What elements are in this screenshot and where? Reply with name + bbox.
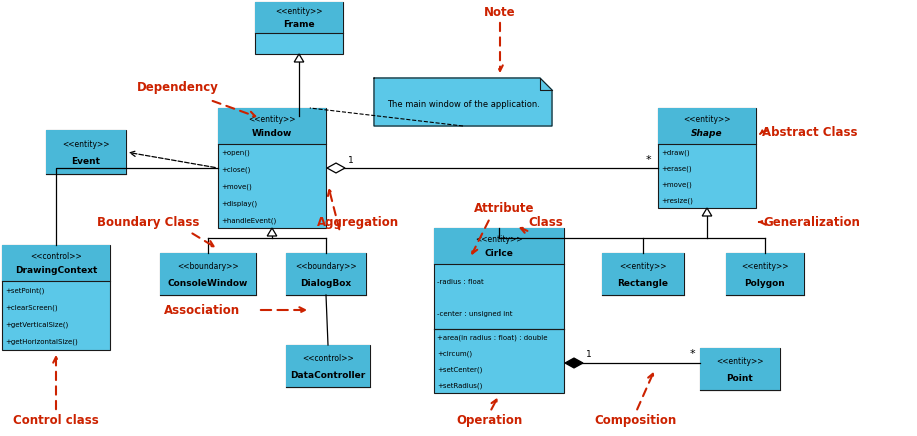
Text: +getVerticalSize(): +getVerticalSize() <box>5 322 68 328</box>
Text: <<entity>>: <<entity>> <box>683 115 731 124</box>
Text: +area(in radius : float) : double: +area(in radius : float) : double <box>437 334 547 341</box>
Text: +erase(): +erase() <box>661 166 691 172</box>
Polygon shape <box>327 163 345 173</box>
Text: Note: Note <box>484 6 515 18</box>
Text: Point: Point <box>726 374 754 383</box>
Text: <<control>>: <<control>> <box>302 354 354 363</box>
Bar <box>46 130 126 174</box>
Polygon shape <box>267 228 277 236</box>
Text: <<entity>>: <<entity>> <box>716 357 764 366</box>
Bar <box>286 253 366 295</box>
Text: *: * <box>690 349 696 359</box>
Text: Dependency: Dependency <box>137 82 219 95</box>
Polygon shape <box>374 78 552 126</box>
Text: +resize(): +resize() <box>661 198 693 204</box>
Text: +getHorizontalSize(): +getHorizontalSize() <box>5 339 78 345</box>
Bar <box>2 245 110 350</box>
Bar <box>286 345 370 387</box>
Text: +clearScreen(): +clearScreen() <box>5 304 58 311</box>
Bar <box>602 253 684 295</box>
Text: <<entity>>: <<entity>> <box>275 7 323 17</box>
Text: <<entity>>: <<entity>> <box>475 235 523 244</box>
Text: Shape: Shape <box>691 129 723 138</box>
Text: <<entity>>: <<entity>> <box>619 262 667 271</box>
Bar <box>286 253 366 295</box>
Bar <box>160 253 256 295</box>
Bar <box>658 108 756 144</box>
Text: Boundary Class: Boundary Class <box>97 215 199 228</box>
Text: <<boundary>>: <<boundary>> <box>295 262 357 271</box>
Text: +handleEvent(): +handleEvent() <box>221 217 276 224</box>
Text: DialogBox: DialogBox <box>301 279 351 288</box>
Text: +circum(): +circum() <box>437 350 472 357</box>
Text: *: * <box>646 155 652 165</box>
Bar <box>2 245 110 281</box>
Bar <box>726 253 804 295</box>
Text: Attribute: Attribute <box>474 201 535 215</box>
Text: Composition: Composition <box>595 413 677 426</box>
Text: 1: 1 <box>348 156 354 165</box>
Bar <box>255 2 343 54</box>
Bar <box>726 253 804 295</box>
Bar <box>255 2 343 33</box>
Text: Frame: Frame <box>283 20 315 29</box>
Text: Aggregation: Aggregation <box>317 215 399 228</box>
Bar <box>218 108 326 228</box>
Bar <box>286 345 370 387</box>
Bar <box>160 253 256 295</box>
Text: +setPoint(): +setPoint() <box>5 287 44 294</box>
Text: +move(): +move() <box>221 184 252 190</box>
Text: -radius : float: -radius : float <box>437 279 484 285</box>
Polygon shape <box>294 54 304 62</box>
Text: DataController: DataController <box>291 371 366 380</box>
Text: +setRadius(): +setRadius() <box>437 382 482 389</box>
Text: <<entity>>: <<entity>> <box>62 140 110 149</box>
Text: +draw(): +draw() <box>661 150 690 156</box>
Text: Operation: Operation <box>457 413 523 426</box>
Text: <<control>>: <<control>> <box>30 252 82 261</box>
Polygon shape <box>702 208 712 216</box>
Text: 1: 1 <box>586 350 591 359</box>
Text: +display(): +display() <box>221 201 257 207</box>
Text: ConsoleWindow: ConsoleWindow <box>168 279 249 288</box>
Text: Abstract Class: Abstract Class <box>762 126 857 139</box>
Bar <box>434 228 564 264</box>
Bar <box>218 108 326 144</box>
Text: Generalization: Generalization <box>764 215 860 228</box>
Bar <box>602 253 684 295</box>
Text: DrawingContext: DrawingContext <box>15 266 97 276</box>
Bar <box>46 130 126 174</box>
Polygon shape <box>565 358 583 368</box>
Text: Control class: Control class <box>13 413 99 426</box>
Bar <box>658 108 756 208</box>
Text: Polygon: Polygon <box>745 279 785 288</box>
Text: Event: Event <box>72 157 101 166</box>
Bar <box>700 348 780 390</box>
Text: +close(): +close() <box>221 167 250 173</box>
Text: <<entity>>: <<entity>> <box>741 262 789 271</box>
Text: -center : unsigned int: -center : unsigned int <box>437 311 513 317</box>
Bar <box>434 228 564 393</box>
Text: <<boundary>>: <<boundary>> <box>177 262 238 271</box>
Text: Window: Window <box>252 129 293 138</box>
Text: The main window of the application.: The main window of the application. <box>387 99 539 109</box>
Text: Association: Association <box>164 303 240 317</box>
Text: <<entity>>: <<entity>> <box>249 115 296 124</box>
Text: +open(): +open() <box>221 150 249 157</box>
Text: Rectangle: Rectangle <box>617 279 668 288</box>
Text: Cirlce: Cirlce <box>484 249 514 259</box>
Bar <box>700 348 780 390</box>
Text: +move(): +move() <box>661 181 691 188</box>
Text: +setCenter(): +setCenter() <box>437 366 482 373</box>
Text: Class: Class <box>528 215 563 228</box>
